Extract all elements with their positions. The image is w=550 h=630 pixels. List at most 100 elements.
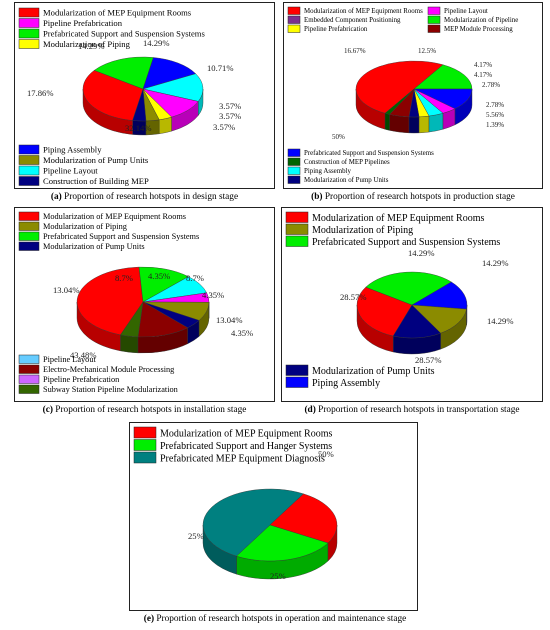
pie-chart-b: 50% 16.67% 12.5% 4.17% 4.17% 2.78% 2.78% 5.56% 1… xyxy=(287,6,518,184)
pie-c-wall-subway-station-pipeline-modularization xyxy=(120,334,139,354)
pie-d-bottom-legend-swatch-modularization-of-pump-units xyxy=(285,364,309,376)
pie-a-top-legend-swatch-modularization-of-piping xyxy=(18,39,40,49)
pie-e-slice-prefabricated-support-and-hanger-systems xyxy=(236,524,329,562)
pie-c-top-legend-label-modularization-of-pump-units: Modularization of Pump Units xyxy=(43,242,145,251)
pie-b-bottom-legend-swatch-modularization-of-pump-units xyxy=(287,175,301,184)
pie-b-top-legend-label-modularization-of-pipeline: Modularization of Pipeline xyxy=(444,17,518,24)
pie-chart-c: 43.48% 13.04% 8.7% 4.35% 8.7% 4.35% 13.04% 4.35… xyxy=(18,211,253,394)
pie-d-bottom-legend-label-modularization-of-pump-units: Modularization of Pump Units xyxy=(312,366,435,377)
pie-b-wall-construction-of-mep-pipelines xyxy=(384,112,390,131)
pie-a-top-legend-label-modularization-of-piping: Modularization of Piping xyxy=(43,39,131,49)
pie-c-top-legend-label-modularization-of-mep-equipment-rooms: Modularization of MEP Equipment Rooms xyxy=(43,212,186,221)
pie-c-bottom-legend-swatch-electro-mechanical-module-processing xyxy=(18,364,40,374)
pie-b-wall-mep-module-processing xyxy=(389,114,410,134)
pie-b-wall-piping-assembly xyxy=(428,112,444,133)
pie-a-data-label-modularization-of-pump-units: 3.57% xyxy=(219,111,241,121)
pie-b-top-legend-label-embedded-component-positioning: Embedded Component Positioning xyxy=(304,17,401,24)
pie-d-data-label-modularization-of-pump-units: 14.29% xyxy=(487,316,514,326)
pie-a-bottom-legend-swatch-piping-assembly xyxy=(18,144,40,155)
pie-b-data-label-modularization-of-mep-equipment-rooms: 50% xyxy=(332,133,345,141)
pie-b-slice-modularization-of-mep-equipment-rooms xyxy=(355,60,444,114)
pie-a-top-legend-swatch-modularization-of-mep-equipment-rooms xyxy=(18,7,40,18)
pie-b-top-legend-swatch-pipeline-layout xyxy=(427,6,441,15)
pie-c-top-legend-swatch-modularization-of-mep-equipment-rooms xyxy=(18,211,40,221)
caption-d: (d) Proportion of research hotspots in t… xyxy=(304,405,520,415)
pie-e-top-legend-swatch-prefabricated-support-and-hanger-systems xyxy=(133,439,157,451)
pie-b-slice-construction-of-mep-pipelines xyxy=(384,88,415,115)
pie-e-top-legend-label-prefabricated-support-and-hanger-systems: Prefabricated Support and Hanger Systems xyxy=(160,441,332,452)
pie-a-bottom-legend-label-piping-assembly: Piping Assembly xyxy=(43,145,102,155)
pie-c-top-legend-swatch-prefabricated-support-and-suspension-systems xyxy=(18,231,40,241)
pie-e-top-legend-label-prefabricated-mep-equipment-diagnosis: Prefabricated MEP Equipment Diagnosis xyxy=(160,454,325,465)
pie-c-data-label-modularization-of-piping: 8.7% xyxy=(186,273,204,283)
pie-b-data-label-mep-module-processing: 5.56% xyxy=(486,111,504,119)
pie-a-bottom-legend-swatch-modularization-of-pump-units xyxy=(18,155,40,165)
pie-e-top-legend-label-modularization-of-mep-equipment-rooms: Modularization of MEP Equipment Rooms xyxy=(160,429,333,440)
pie-e-top-legend-swatch-modularization-of-mep-equipment-rooms xyxy=(133,426,157,439)
pie-d-slice-prefabricated-support-and-suspension-systems xyxy=(365,271,452,306)
chart-panel-d: 28.57% 28.57% 14.29% 14.29% 14.29% Modulariza… xyxy=(281,207,543,402)
pie-d-data-label-modularization-of-piping: 14.29% xyxy=(482,258,509,268)
pie-a-top-legend-label-pipeline-prefabrication: Pipeline Prefabrication xyxy=(43,18,123,28)
pie-a-top-legend-swatch-prefabricated-support-and-suspension-systems xyxy=(18,28,40,39)
pie-a-bottom-legend-label-construction-of-building-mep: Construction of Building MEP xyxy=(43,176,149,186)
pie-b-data-label-construction-of-mep-pipelines: 1.39% xyxy=(486,121,504,129)
pie-c-bottom-legend-swatch-subway-station-pipeline-modularization xyxy=(18,384,40,394)
pie-a-data-label-construction-of-building-mep: 3.57% xyxy=(213,122,235,132)
pie-a-top-legend-swatch-pipeline-prefabrication xyxy=(18,18,40,28)
pie-b-top-legend-label-pipeline-layout: Pipeline Layout xyxy=(444,8,488,15)
caption-a: (a) Proportion of research hotspots in d… xyxy=(50,192,239,202)
pie-chart-a: 32.14%17.86%14.29% 14.29%10.71%3.57%3.57%… xyxy=(18,7,241,186)
pie-b-top-legend-label-mep-module-processing: MEP Module Processing xyxy=(444,26,513,33)
pie-b-top-legend-swatch-mep-module-processing xyxy=(427,24,441,33)
pie-b-top-legend-label-modularization-of-mep-equipment-rooms: Modularization of MEP Equipment Rooms xyxy=(304,8,423,15)
pie-c-top-legend-swatch-modularization-of-pump-units xyxy=(18,241,40,251)
pie-c-bottom-legend-swatch-pipeline-layout xyxy=(18,354,40,364)
pie-d-top-legend-label-prefabricated-support-and-suspension-systems: Prefabricated Support and Suspension Sys… xyxy=(312,237,500,248)
pie-c-bottom-legend-swatch-pipeline-prefabrication xyxy=(18,374,40,384)
pie-c-data-label-modularization-of-mep-equipment-rooms: 43.48% xyxy=(70,350,97,360)
pie-e-slice-prefabricated-mep-equipment-diagnosis xyxy=(202,488,304,557)
pie-c-data-label-pipeline-prefabrication: 4.35% xyxy=(148,271,170,281)
pie-d-bottom-legend-swatch-piping-assembly xyxy=(285,376,309,388)
pie-a-data-label-pipeline-layout: 14.29% xyxy=(143,38,170,48)
caption-e: (e) Proportion of research hotspots in o… xyxy=(143,614,407,624)
pie-d-data-label-piping-assembly: 14.29% xyxy=(408,248,435,258)
pie-c-slice-subway-station-pipeline-modularization xyxy=(120,301,144,338)
pie-b-bottom-legend-label-prefabricated-support-and-suspension-systems: Prefabricated Support and Suspension Sys… xyxy=(304,150,434,157)
pie-b-top-legend-swatch-pipeline-prefabrication xyxy=(287,24,301,33)
pie-a-slice-construction-of-building-mep xyxy=(132,88,147,122)
pie-c-data-label-subway-station-pipeline-modularization: 4.35% xyxy=(231,328,253,338)
pie-a-bottom-legend-label-pipeline-layout: Pipeline Layout xyxy=(43,166,98,176)
pie-chart-e: 50% 25% 25% Modularization of MEP Equipment… xyxy=(133,426,338,581)
pie-b-top-legend-swatch-modularization-of-mep-equipment-rooms xyxy=(287,6,301,15)
pie-a-slice-piping-assembly xyxy=(142,57,197,90)
pie-b-data-label-modularization-of-pipeline: 16.67% xyxy=(344,47,366,55)
pie-b-wall-modularization-of-pump-units xyxy=(408,116,420,134)
pie-a-data-label-pipeline-prefabrication: 10.71% xyxy=(207,63,234,73)
pie-a-data-label-modularization-of-mep-equipment-rooms: 32.14% xyxy=(125,123,152,133)
pie-c-top-legend-swatch-modularization-of-piping xyxy=(18,221,40,231)
pie-b-slice-modularization-of-pipeline xyxy=(413,64,473,90)
pie-b-data-label-pipeline-layout: 4.17% xyxy=(474,61,492,69)
pie-b-data-label-pipeline-prefabrication: 2.78% xyxy=(482,81,500,89)
pie-a-data-label-piping-assembly: 14.29% xyxy=(78,41,105,51)
pie-b-top-legend-label-pipeline-prefabrication: Pipeline Prefabrication xyxy=(304,26,368,33)
pie-b-bottom-legend-swatch-piping-assembly xyxy=(287,166,301,175)
pie-b-bottom-legend-label-construction-of-mep-pipelines: Construction of MEP Pipelines xyxy=(304,159,390,166)
pie-d-top-legend-label-modularization-of-piping: Modularization of Piping xyxy=(312,225,413,236)
pie-b-bottom-legend-swatch-prefabricated-support-and-suspension-systems xyxy=(287,148,301,157)
pie-c-bottom-legend-label-pipeline-layout: Pipeline Layout xyxy=(43,355,96,364)
pie-e-data-label-modularization-of-mep-equipment-rooms: 25% xyxy=(270,571,286,581)
pie-c-top-legend-label-modularization-of-piping: Modularization of Piping xyxy=(43,222,127,231)
caption-c: (c) Proportion of research hotspots in i… xyxy=(42,405,247,415)
pie-d-top-legend-label-modularization-of-mep-equipment-rooms: Modularization of MEP Equipment Rooms xyxy=(312,213,485,224)
pie-e-top-legend-swatch-prefabricated-mep-equipment-diagnosis xyxy=(133,451,157,464)
chart-panel-c: 43.48% 13.04% 8.7% 4.35% 8.7% 4.35% 13.04% 4.35… xyxy=(14,207,275,402)
pie-b-bottom-legend-swatch-construction-of-mep-pipelines xyxy=(287,157,301,166)
pie-a-data-label-modularization-of-piping: 3.57% xyxy=(219,101,241,111)
pie-e-slice-modularization-of-mep-equipment-rooms xyxy=(269,493,338,544)
pie-b-bottom-legend-label-modularization-of-pump-units: Modularization of Pump Units xyxy=(304,177,389,184)
pie-d-data-label-modularization-of-mep-equipment-rooms: 28.57% xyxy=(415,355,442,365)
pie-d-top-legend-swatch-modularization-of-piping xyxy=(285,223,309,235)
